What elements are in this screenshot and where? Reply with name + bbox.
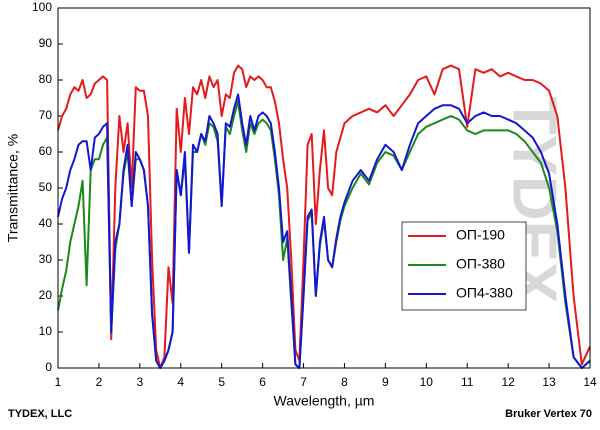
x-tick-label: 13 (542, 375, 556, 389)
x-tick-label: 3 (137, 375, 144, 389)
x-tick-label: 10 (420, 375, 434, 389)
y-tick-label: 90 (39, 36, 53, 50)
series-line (57, 64, 591, 369)
x-tick-label: 5 (218, 375, 225, 389)
x-tick-label: 6 (259, 375, 266, 389)
y-tick-label: 0 (45, 360, 52, 374)
y-tick-label: 20 (39, 288, 53, 302)
x-tick-label: 8 (341, 375, 348, 389)
y-tick-label: 60 (39, 144, 53, 158)
y-tick-label: 80 (39, 72, 53, 86)
x-tick-label: 9 (382, 375, 389, 389)
y-tick-label: 30 (39, 252, 53, 266)
legend-label: ОП-190 (456, 227, 505, 243)
plot-frame (57, 7, 591, 369)
y-axis-label: Transmittance, % (5, 134, 21, 242)
x-tick-label: 11 (461, 375, 474, 389)
x-tick-label: 14 (583, 375, 597, 389)
x-tick-label: 2 (96, 375, 103, 389)
x-axis-label: Wavelength, µm (274, 393, 375, 409)
series-line (57, 93, 591, 369)
y-tick-label: 10 (39, 324, 53, 338)
y-tick-label: 40 (39, 216, 53, 230)
legend-label: ОП4-380 (456, 285, 513, 301)
y-tick-label: 100 (32, 0, 52, 14)
footer-left: TYDEX, LLC (8, 408, 72, 420)
x-tick-label: 4 (177, 375, 184, 389)
y-tick-label: 50 (39, 180, 53, 194)
x-tick-label: 12 (501, 375, 515, 389)
legend-label: ОП-380 (456, 256, 505, 272)
y-tick-label: 70 (39, 108, 53, 122)
x-tick-label: 7 (300, 375, 307, 389)
x-tick-label: 1 (55, 375, 62, 389)
footer-right: Bruker Vertex 70 (505, 408, 592, 420)
